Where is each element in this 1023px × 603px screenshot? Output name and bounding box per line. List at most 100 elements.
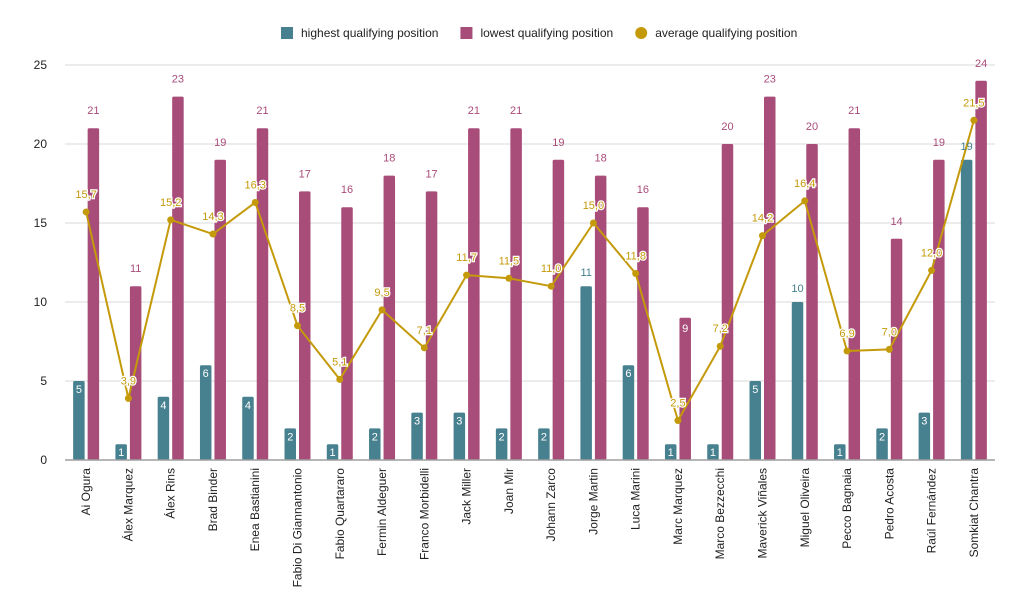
data-label-highest: 3 [456,416,462,428]
data-label-lowest: 16 [341,184,353,196]
data-label-lowest: 18 [383,153,395,165]
average-point [843,347,851,355]
data-label-highest: 6 [203,368,209,380]
data-label-lowest: 23 [172,74,184,86]
data-label-lowest: 20 [806,121,818,133]
bar-highest [791,302,804,460]
data-label-lowest: 20 [721,121,733,133]
data-label-lowest: 21 [87,105,99,117]
bar-lowest [468,128,480,460]
average-point [928,266,936,274]
data-label-highest: 2 [879,431,885,443]
bar-lowest [552,159,565,461]
x-tick-label: Álex Rins [163,468,178,519]
legend: highest qualifying position lowest qualif… [281,26,797,40]
bar-lowest [848,128,861,460]
x-tick-label: Luca Marini [629,468,643,530]
x-tick-label: Jack Miller [460,468,474,525]
bar-lowest [172,96,184,460]
legend-swatch-circle [635,27,648,39]
average-point [759,232,766,240]
bar-highest [157,396,170,460]
data-label-highest: 5 [76,384,82,396]
average-point [970,116,978,124]
data-label-lowest: 21 [468,105,480,117]
average-point [209,230,217,238]
y-axis: 0 5 10 15 20 25 [34,58,48,467]
average-point [167,216,175,224]
x-tick-label: Johann Zarco [544,468,558,542]
data-label-highest: 1 [329,447,335,459]
average-point [632,270,640,278]
bar-highest [326,444,339,460]
data-label-average: 15,2 [160,197,181,209]
data-label-lowest: 19 [933,137,945,149]
data-label-average: 6,9 [839,328,854,340]
data-label-highest: 5 [752,384,758,396]
bar-highest [664,444,677,460]
x-tick-label: Somkiat Chantra [967,468,981,558]
y-tick-label: 5 [40,374,47,388]
data-label-average: 11,8 [625,251,646,263]
bar-highest [622,365,635,460]
bar-highest [960,159,973,461]
data-label-highest: 3 [921,416,927,428]
x-tick-label: Raúl Fernández [925,468,939,553]
data-label-average: 11,5 [499,255,520,267]
average-point [801,197,809,205]
bar-lowest [890,238,903,460]
data-label-highest: 19 [960,141,972,153]
data-label-highest: 10 [791,283,803,295]
bar-highest [538,428,550,460]
data-label-average: 16,4 [794,178,815,190]
data-label-highest: 2 [372,431,378,443]
data-label-average: 5,1 [332,356,347,368]
data-label-lowest: 21 [256,105,268,117]
y-tick-label: 20 [34,137,48,151]
average-point [336,375,344,383]
data-label-highest: 11 [580,267,591,279]
data-label-lowest: 24 [975,58,987,70]
data-label-average: 3,9 [121,375,136,387]
data-label-highest: 2 [287,431,293,443]
bar-highest [284,428,296,460]
x-tick-label: Miguel Oliveira [798,468,812,548]
average-point [420,344,428,352]
data-label-average: 7,0 [882,326,897,338]
x-tick-label: Ai Ogura [79,468,93,516]
average-point [124,394,132,402]
data-labels: 5211114236194212171162183173212212191118… [74,58,987,459]
data-label-lowest: 17 [425,168,437,180]
data-label-highest: 1 [710,447,716,459]
bar-lowest [425,191,438,460]
average-point [505,274,513,282]
data-label-highest: 1 [668,447,674,459]
data-label-highest: 3 [414,416,420,428]
bar-lowest [129,286,142,460]
x-tick-label: Marc Marquez [671,468,685,545]
bars [73,80,987,461]
data-label-average: 21,5 [963,97,984,109]
average-point [378,306,386,314]
legend-label: highest qualifying position [301,26,438,40]
legend-item: highest qualifying position [281,26,438,40]
bar-highest [707,444,719,460]
data-label-highest: 1 [118,447,124,459]
bar-lowest [214,159,226,461]
bar-highest [495,428,508,460]
data-label-average: 14,2 [752,213,773,225]
bar-lowest [299,191,311,460]
average-point [674,417,682,424]
data-label-average: 15,0 [583,200,604,212]
average-line [82,116,978,424]
bar-lowest [383,175,396,460]
bar-lowest [721,144,734,460]
average-point [716,342,724,350]
x-tick-label: Pedro Acosta [882,468,896,540]
x-tick-label: Maverick Viñales [756,468,770,558]
data-label-average: 9,5 [374,287,389,299]
average-point [547,282,555,290]
x-tick-label: Enea Bastianini [248,468,262,551]
bar-lowest [679,317,691,460]
data-label-lowest: 18 [595,153,607,165]
